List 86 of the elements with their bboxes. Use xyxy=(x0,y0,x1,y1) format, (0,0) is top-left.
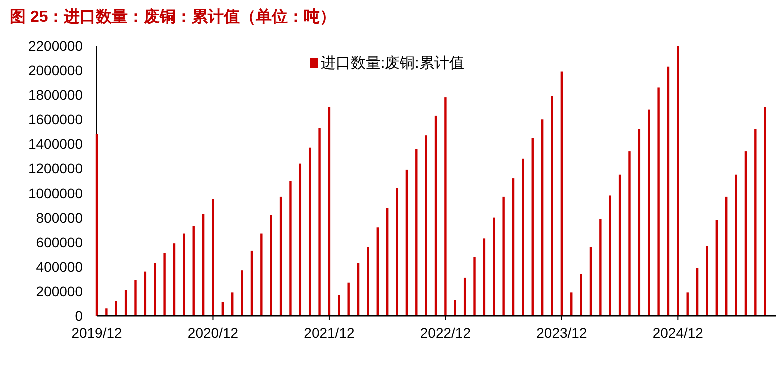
y-tick-label: 2000000 xyxy=(28,62,84,79)
bar xyxy=(658,88,660,316)
bar xyxy=(648,110,650,316)
x-tick-label: 2024/12 xyxy=(652,325,704,341)
bar xyxy=(764,107,766,316)
y-tick-label: 1400000 xyxy=(28,136,84,152)
bar xyxy=(600,219,602,316)
bar xyxy=(532,138,534,316)
bar xyxy=(434,116,438,316)
bar xyxy=(338,295,340,316)
bar xyxy=(124,290,128,316)
bar xyxy=(308,148,312,316)
y-tick-label: 1200000 xyxy=(28,160,84,177)
bar xyxy=(618,174,622,316)
bar xyxy=(416,149,418,316)
bar xyxy=(154,263,156,316)
bar xyxy=(425,136,428,316)
bar xyxy=(357,263,360,316)
legend-label: 进口数量:废铜:累计值 xyxy=(321,55,464,72)
bar xyxy=(183,234,186,316)
bar xyxy=(502,196,505,316)
bar xyxy=(464,278,466,316)
bar xyxy=(367,247,370,316)
bar xyxy=(212,199,214,316)
bar xyxy=(280,196,282,316)
bar xyxy=(134,280,137,316)
y-tick-label: 200000 xyxy=(36,283,84,300)
bar xyxy=(551,96,554,316)
bar xyxy=(493,218,496,316)
bar xyxy=(686,292,689,316)
bar xyxy=(241,270,244,316)
bar xyxy=(164,253,166,316)
x-tick-label: 2020/12 xyxy=(188,325,239,341)
x-tick-label: 2019/12 xyxy=(72,325,123,341)
bar xyxy=(512,178,515,316)
bar xyxy=(260,234,263,316)
bar xyxy=(522,158,524,316)
bar xyxy=(677,46,680,316)
bar xyxy=(299,164,302,316)
y-tick-label: 600000 xyxy=(36,234,84,250)
bar xyxy=(106,308,108,316)
bar xyxy=(250,250,254,316)
bar xyxy=(628,152,631,316)
x-tick-label: 2023/12 xyxy=(536,325,588,341)
bar xyxy=(386,208,389,316)
bar xyxy=(348,282,350,316)
bar xyxy=(667,66,670,316)
bar xyxy=(706,246,708,316)
chart-title: 图 25：进口数量：废铜：累计值（单位：吨） xyxy=(10,8,336,26)
y-tick-label: 1000000 xyxy=(28,185,84,202)
bar xyxy=(580,274,582,316)
y-tick-label: 0 xyxy=(75,308,84,324)
bar xyxy=(754,129,757,316)
bar xyxy=(444,98,447,316)
bar xyxy=(232,292,234,316)
bar xyxy=(696,268,699,316)
bar xyxy=(474,257,476,316)
bar xyxy=(726,196,728,316)
y-tick-label: 1600000 xyxy=(28,112,84,128)
bar xyxy=(609,196,612,316)
bar xyxy=(590,247,592,316)
bar xyxy=(638,129,641,316)
bar xyxy=(290,181,292,316)
bar xyxy=(202,214,205,316)
y-tick-label: 800000 xyxy=(36,210,84,226)
bar xyxy=(270,215,272,316)
y-tick-label: 2200000 xyxy=(28,38,84,54)
bar xyxy=(396,188,398,316)
bar xyxy=(96,134,98,316)
y-tick-label: 1800000 xyxy=(28,87,84,104)
bar xyxy=(192,226,195,316)
bar xyxy=(716,220,718,316)
bar xyxy=(735,174,738,316)
bar xyxy=(560,72,564,316)
bar xyxy=(173,244,176,316)
bar xyxy=(328,107,331,316)
y-tick-label: 400000 xyxy=(36,258,84,275)
x-tick-label: 2021/12 xyxy=(304,325,355,341)
bar xyxy=(483,238,486,316)
bar xyxy=(541,120,544,316)
bar xyxy=(570,292,573,316)
bar xyxy=(318,128,321,316)
bar xyxy=(744,152,748,316)
bar xyxy=(406,170,408,316)
x-tick-label: 2022/12 xyxy=(420,325,472,341)
bar xyxy=(376,228,379,316)
